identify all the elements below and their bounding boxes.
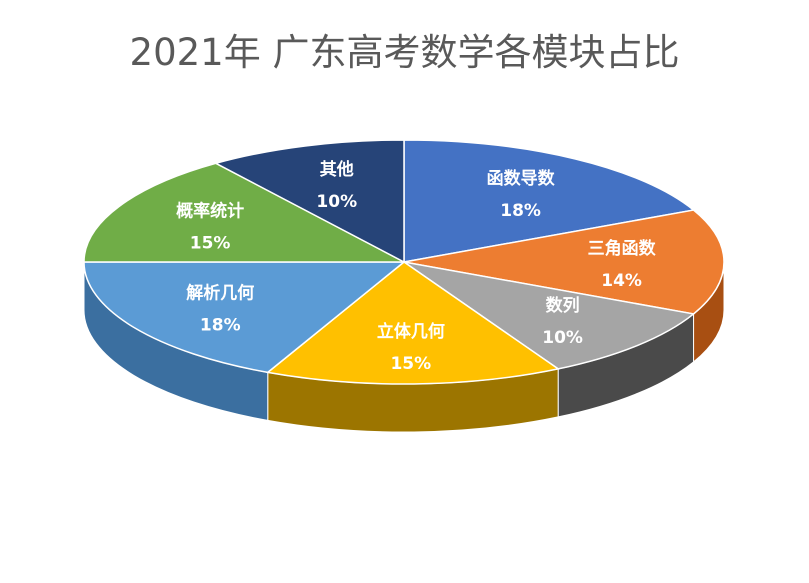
pie-slice-1 <box>403 209 725 315</box>
pie-slice-4 <box>83 261 407 374</box>
pie-labels: 函数导数 18% 三角函数 14% 数列 10% 立体几何 15% 解析几何 18% 概率统计 15%… <box>176 159 656 374</box>
pie-tops <box>83 139 725 385</box>
pie-slice-6 <box>213 139 405 264</box>
chart-title: 2021年 广东高考数学各模块占比 <box>129 31 680 74</box>
pie-slice-0 <box>403 139 696 263</box>
slice-label-5: 概率统计 <box>176 200 244 221</box>
pie-slice-2 <box>403 261 696 370</box>
slice-value-5: 15% <box>190 233 231 253</box>
pie-slice-3 <box>266 261 561 385</box>
slice-value-1: 14% <box>601 271 642 291</box>
pie-slice-5 <box>83 162 405 263</box>
slice-label-3: 立体几何 <box>377 321 445 342</box>
slice-label-2: 数列 <box>546 295 580 316</box>
slice-label-1: 三角函数 <box>588 238 657 259</box>
slice-value-2: 10% <box>542 328 583 348</box>
slice-value-0: 18% <box>500 201 541 221</box>
slice-value-6: 10% <box>316 192 357 212</box>
slice-label-6: 其他 <box>320 159 354 180</box>
pie-sides <box>83 261 725 433</box>
slice-label-4: 解析几何 <box>186 282 254 303</box>
slice-value-3: 15% <box>390 354 431 374</box>
slice-label-0: 函数导数 <box>487 168 556 189</box>
slice-value-4: 18% <box>200 315 241 335</box>
